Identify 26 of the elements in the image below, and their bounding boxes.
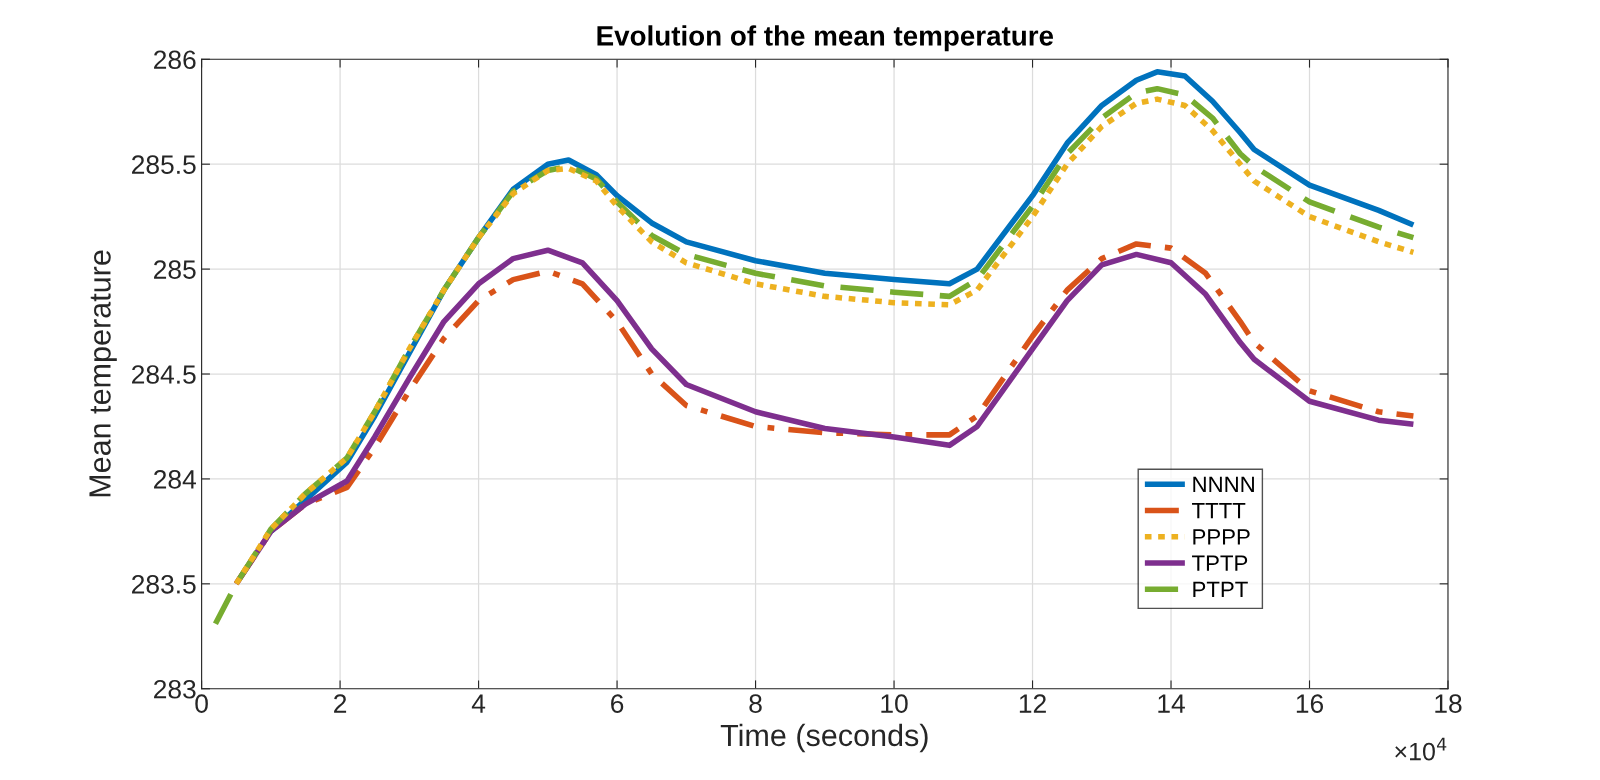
x-tick-label: 0 [195, 694, 208, 713]
x-tick-label: 18 [1435, 694, 1462, 713]
y-tick-label: 285 [154, 260, 196, 279]
y-axis-title: Mean temperature [89, 250, 117, 497]
text: ×10$^{4}$ [1395, 737, 1447, 761]
x-tick-label: 2 [334, 694, 347, 713]
x-axis-title: Time (seconds) [720, 723, 928, 753]
legend-label: PTPT [1193, 581, 1248, 598]
x-tick-label: 12 [1019, 694, 1046, 713]
x-tick-label: 8 [749, 694, 762, 713]
y-tick-label: 284 [154, 470, 196, 489]
x-tick-label: 16 [1296, 694, 1324, 713]
legend-label: TPTP [1192, 555, 1248, 571]
y-tick-label: 284.5 [132, 365, 196, 384]
x-tick-label: 4 [471, 694, 486, 713]
legend-label: TTTT [1192, 503, 1246, 519]
x-tick-label: 14 [1158, 694, 1185, 713]
x-tick-label: 10 [881, 694, 908, 713]
y-tick-label: 286 [154, 50, 196, 70]
y-tick-label: 283 [154, 679, 196, 699]
y-tick-label: 285.5 [132, 155, 196, 175]
chart-title: Evolution of the mean temperature [597, 25, 1054, 52]
x-tick-label: 6 [611, 694, 624, 713]
legend-label: NNNN [1193, 476, 1254, 493]
y-tick-label: 283.5 [132, 574, 196, 594]
legend-label: PPPP [1193, 529, 1250, 545]
